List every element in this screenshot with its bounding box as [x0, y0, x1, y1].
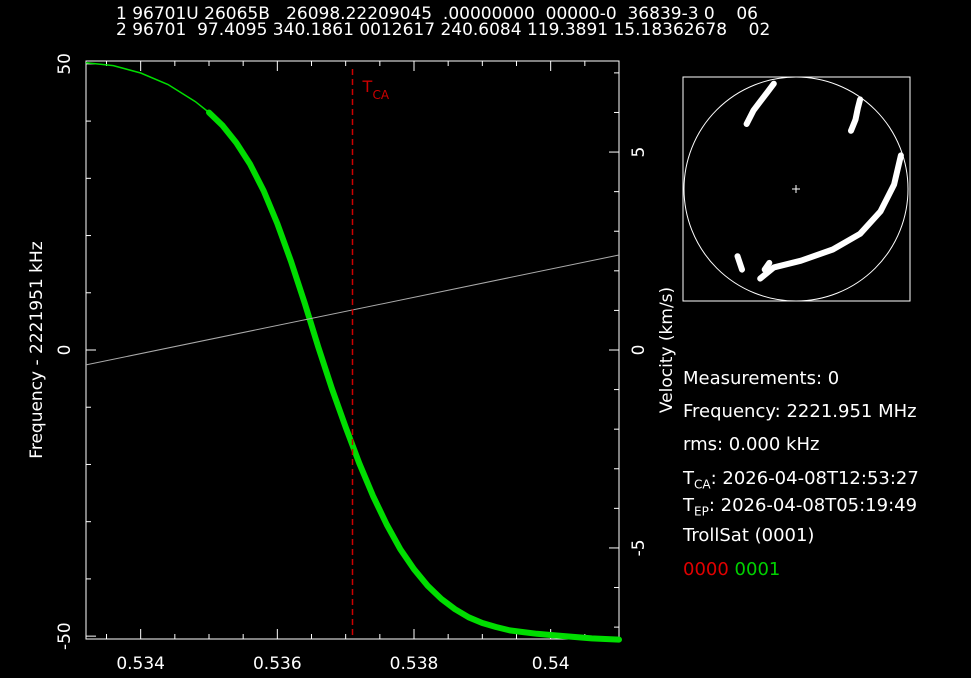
- measurements-text: Measurements: 0: [683, 368, 840, 389]
- tca-sub: CA: [694, 477, 711, 492]
- tca-label: T: [362, 77, 373, 96]
- y-axis-left: 50 0 -50: [55, 53, 96, 650]
- tle-line-2: 2 96701 97.4095 340.1861 0012617 240.608…: [116, 20, 771, 40]
- y-tick-label: 50: [55, 53, 75, 75]
- frequency-text: Frequency: 2221.951 MHz: [683, 401, 917, 422]
- sky-track: [848, 96, 864, 134]
- x-tick-label: 0.538: [390, 654, 439, 674]
- code-red: 0000: [683, 559, 729, 580]
- y-tick-label: 0: [55, 345, 75, 356]
- y2-tick-label: -5: [629, 539, 649, 556]
- skyplot-horizon: [683, 76, 909, 302]
- tep-text: TEP: 2026-04-08T05:19:49: [683, 495, 917, 519]
- tep-label: T: [683, 495, 694, 516]
- tep-sub: EP: [694, 504, 709, 519]
- y-axis-right: 5 0 -5: [609, 72, 649, 628]
- skyplot-tracks: [734, 80, 904, 282]
- tca-value: : 2026-04-08T12:53:27: [710, 468, 919, 489]
- sky-track: [757, 152, 904, 282]
- y2-tick-label: 5: [629, 147, 649, 158]
- sky-track: [743, 80, 777, 127]
- code-text: 0000 0001: [683, 559, 780, 580]
- tep-value: : 2026-04-08T05:19:49: [708, 495, 918, 516]
- skyplot: [682, 76, 911, 302]
- doppler-curve: [206, 109, 622, 643]
- tca-marker: T CA: [351, 69, 390, 639]
- rms-text: rms: 0.000 kHz: [683, 434, 820, 455]
- tca-text: TCA: 2026-04-08T12:53:27: [683, 468, 919, 492]
- code-green: 0001: [734, 559, 781, 580]
- x-tick-label: 0.534: [116, 654, 165, 674]
- y2-tick-label: 0: [629, 345, 649, 356]
- tle-line-1: 1 96701U 26065B 26098.22209045 .00000000…: [116, 4, 758, 24]
- sky-track: [734, 253, 745, 273]
- y2-axis-label: Velocity (km/s): [657, 287, 677, 413]
- x-tick-label: 0.536: [253, 654, 302, 674]
- x-axis: 0.534 0.536 0.538 0.54: [106, 61, 620, 674]
- satellite-text: TrollSat (0001): [683, 525, 815, 546]
- sky-track: [761, 259, 773, 273]
- tca-label: T: [683, 468, 694, 489]
- x-tick-label: 0.54: [532, 654, 570, 674]
- y-tick-label: -50: [55, 622, 75, 650]
- y-axis-label: Frequency - 2221951 kHz: [27, 241, 47, 459]
- tca-sub: CA: [373, 88, 390, 102]
